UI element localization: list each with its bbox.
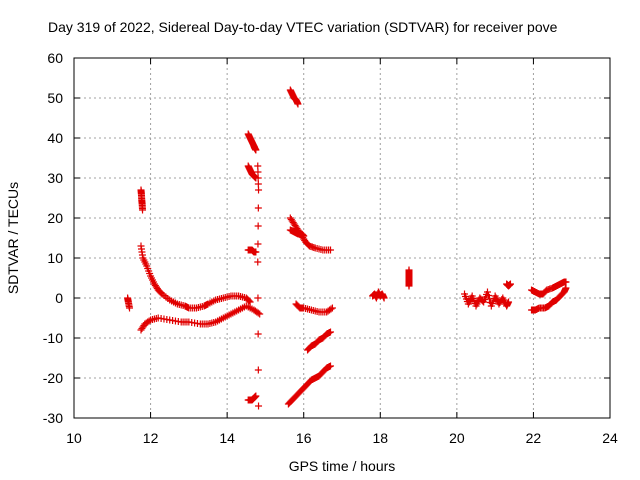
y-tick-label: 50 <box>47 90 63 106</box>
data-point <box>139 206 147 214</box>
series-isolated-14.8 <box>254 162 263 410</box>
data-point <box>252 248 260 256</box>
data-point <box>254 258 262 266</box>
data-point <box>327 328 335 336</box>
y-tick-label: 60 <box>47 50 63 66</box>
data-point <box>252 146 260 154</box>
x-axis: 10 12 14 16 18 20 22 24 <box>66 58 618 446</box>
data-point <box>483 288 491 296</box>
y-tick-label: 30 <box>47 170 63 186</box>
data-point <box>327 362 335 370</box>
data-point <box>252 392 260 400</box>
data-point <box>254 366 262 374</box>
x-tick-label: 16 <box>296 430 312 446</box>
series-cluster-21.35-3 <box>503 280 514 290</box>
x-tick-label: 18 <box>372 430 388 446</box>
data-point <box>254 174 262 182</box>
x-tick-label: 10 <box>66 430 82 446</box>
series-cluster-18 <box>369 288 388 302</box>
data-point <box>254 162 262 170</box>
data-point <box>246 298 254 306</box>
y-tick-label: 10 <box>47 250 63 266</box>
data-point <box>245 297 253 305</box>
data-point <box>405 282 413 290</box>
data-point <box>254 222 262 230</box>
x-tick-label: 24 <box>602 430 618 446</box>
data-point <box>254 309 262 317</box>
series-isolated-11.4 <box>124 294 134 312</box>
series-cluster-20.5-21.4 <box>461 288 513 310</box>
data-point <box>254 204 262 212</box>
data-point <box>254 180 262 188</box>
series-band-14.6-12 <box>244 246 260 256</box>
data-point <box>506 280 514 288</box>
data-point <box>300 232 308 240</box>
data-point <box>327 246 335 254</box>
data-point <box>255 402 263 410</box>
series-lower-arc-12-15 <box>137 302 264 334</box>
series-rise-15.6-neg26 <box>284 362 335 408</box>
data-point <box>254 168 262 176</box>
series-band-14.6-neg25 <box>244 392 260 404</box>
data-point <box>254 330 262 338</box>
data-point <box>256 310 264 318</box>
y-tick-label: 20 <box>47 210 63 226</box>
series-dip-15.8-neg2 <box>292 300 336 316</box>
data-point <box>562 278 570 286</box>
y-tick-label: 0 <box>55 290 63 306</box>
chart-title: Day 319 of 2022, Sidereal Day-to-day VTE… <box>48 19 558 35</box>
x-tick-label: 20 <box>449 430 465 446</box>
series-steep-15.7-52 <box>286 86 302 108</box>
y-tick-label: 40 <box>47 130 63 146</box>
series-rise-16.1-neg13 <box>304 328 335 354</box>
y-axis-label: SDTVAR / TECUs <box>5 182 21 294</box>
y-axis: -30 -20 -10 0 10 20 30 40 50 60 <box>43 50 610 426</box>
x-axis-label: GPS time / hours <box>289 458 396 474</box>
series-flat-15.7-16 <box>286 226 308 240</box>
gridlines <box>74 58 610 418</box>
series-upper-arc-12-15 <box>137 242 254 312</box>
y-tick-label: -30 <box>43 410 63 426</box>
data-point <box>484 292 492 299</box>
data-point <box>126 304 134 312</box>
data-point <box>380 294 388 302</box>
data-point <box>145 317 153 325</box>
data-point <box>255 186 263 194</box>
data-point <box>328 304 336 312</box>
data-point <box>254 240 262 248</box>
data-point <box>505 298 513 306</box>
series-band-14.6-40 <box>244 130 260 154</box>
data-point <box>254 294 262 302</box>
plot-frame <box>73 57 611 419</box>
series-arc-22-23-low <box>528 284 570 314</box>
series-isolated-18.75 <box>405 266 413 290</box>
x-tick-label: 14 <box>219 430 235 446</box>
x-tick-label: 12 <box>143 430 159 446</box>
y-tick-label: -20 <box>43 370 63 386</box>
data-point <box>562 284 570 292</box>
data-point <box>327 305 335 313</box>
series-arc-22-23 <box>528 278 570 298</box>
data-points <box>124 86 570 410</box>
data-point <box>294 100 302 108</box>
series-outlier-11.75 <box>137 186 147 214</box>
y-tick-label: -10 <box>43 330 63 346</box>
x-tick-label: 22 <box>526 430 542 446</box>
